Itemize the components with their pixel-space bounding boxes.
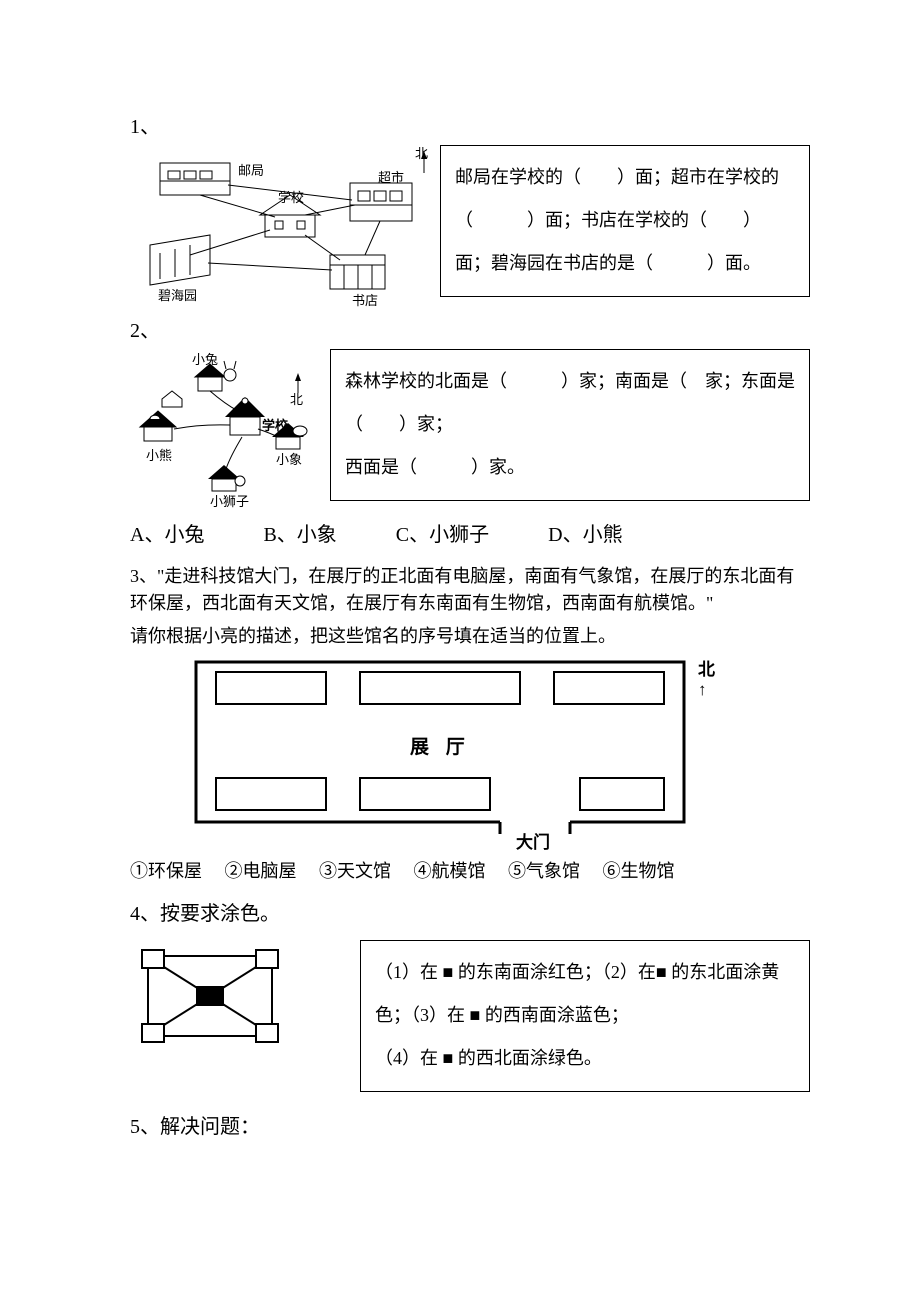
- q2-bear-label: 小熊: [146, 445, 172, 464]
- q3-item-6: ⑥生物馆: [603, 861, 675, 881]
- q1-fill-box[interactable]: 邮局在学校的（ ）面；超市在学校的（ ）面；书店在学校的（ ）面；碧海园在书店的…: [440, 145, 810, 297]
- q1-post-label: 邮局: [238, 160, 264, 179]
- q4-fill-box[interactable]: （1）在 ■ 的东南面涂红色；（2）在■ 的东北面涂黄色；（3）在 ■ 的西南面…: [360, 940, 810, 1092]
- q1-school-label: 学校: [278, 187, 304, 206]
- q1-image: 北 邮局 超市 学校 书店 碧海园: [130, 145, 430, 300]
- q1-bookstore-label: 书店: [352, 290, 378, 309]
- q3-hall-label: 展 厅: [410, 732, 471, 759]
- q2-option-b[interactable]: B、小象: [263, 524, 336, 546]
- q3-diagram[interactable]: 展 厅 大门: [190, 656, 690, 851]
- q1-row: 北 邮局 超市 学校 书店 碧海园 邮局在学校的（ ）面；超市在学校的（ ）面；…: [130, 145, 810, 300]
- q2-row: 小兔 北 学校 小熊 小象 小狮子 森林学校的北面是（ ）家；南面是（ 家；东面…: [130, 349, 810, 504]
- q3-north: 北 ↑: [698, 660, 715, 701]
- q2-option-d[interactable]: D、小熊: [548, 524, 622, 546]
- q3-item-1: ①环保屋: [130, 861, 202, 881]
- q3-item-5: ⑤气象馆: [508, 861, 580, 881]
- q4-image[interactable]: [130, 940, 310, 1055]
- q3-gate-label: 大门: [516, 828, 550, 853]
- q2-fill-box[interactable]: 森林学校的北面是（ ）家；南面是（ 家；东面是（ ）家； 西面是（ ）家。: [330, 349, 810, 501]
- q3-list: ①环保屋 ②电脑屋 ③天文馆 ④航模馆 ⑤气象馆 ⑥生物馆: [130, 857, 810, 883]
- q3-diagram-row: 展 厅 大门 北 ↑: [190, 656, 810, 851]
- q3-text-1: 3、"走进科技馆大门，在展厅的正北面有电脑屋，南面有气象馆，在展厅的东北面有环保…: [130, 563, 810, 617]
- q4-number: 4、按要求涂色。: [130, 897, 810, 926]
- q2-option-a[interactable]: A、小兔: [130, 524, 204, 546]
- q1-market-label: 超市: [378, 167, 404, 186]
- q2-school-label: 学校: [262, 415, 288, 434]
- q2-options: A、小兔 B、小象 C、小狮子 D、小熊: [130, 518, 810, 547]
- q2-option-c[interactable]: C、小狮子: [396, 524, 489, 546]
- q1-north-label: 北: [415, 143, 428, 162]
- q3-text-2: 请你根据小亮的描述，把这些馆名的序号填在适当的位置上。: [130, 623, 810, 650]
- q3-item-3: ③天文馆: [319, 861, 391, 881]
- q2-lion-label: 小狮子: [210, 491, 249, 510]
- q3-north-label: 北: [698, 660, 715, 680]
- q4-row: （1）在 ■ 的东南面涂红色；（2）在■ 的东北面涂黄色；（3）在 ■ 的西南面…: [130, 940, 810, 1092]
- q1-number: 1、: [130, 110, 810, 139]
- q2-rabbit-label: 小兔: [192, 349, 218, 368]
- q2-north-label: 北: [290, 389, 303, 408]
- q2-elephant-label: 小象: [276, 449, 302, 468]
- q1-garden-label: 碧海园: [158, 285, 197, 304]
- q5-number: 5、解决问题：: [130, 1110, 810, 1139]
- arrow-up-icon: ↑: [698, 680, 715, 700]
- q3-item-4: ④航模馆: [414, 861, 486, 881]
- q2-image: 小兔 北 学校 小熊 小象 小狮子: [130, 349, 320, 504]
- q3-item-2: ②电脑屋: [225, 861, 297, 881]
- q2-number: 2、: [130, 314, 810, 343]
